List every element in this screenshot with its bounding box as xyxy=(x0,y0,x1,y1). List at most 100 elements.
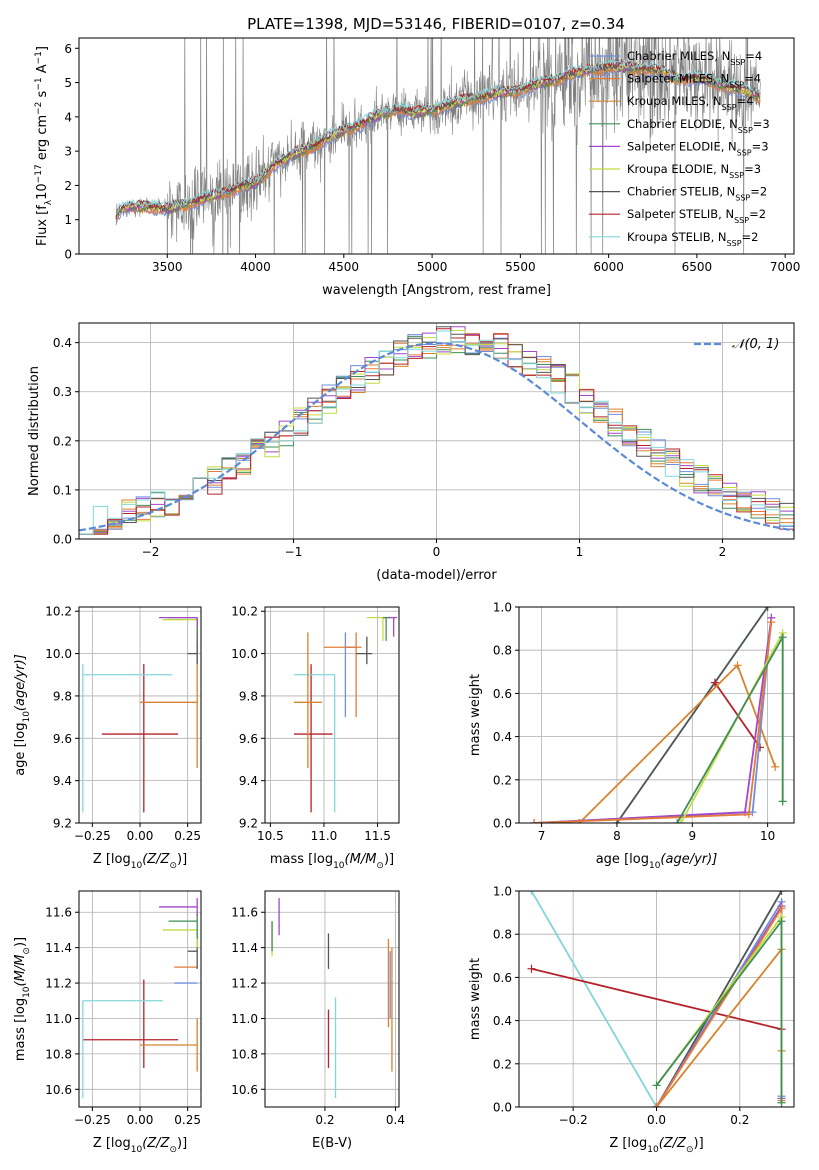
label-part: Flux [f xyxy=(35,205,50,246)
y-tick-label: 0.8 xyxy=(493,644,512,658)
x-tick-label: 0.4 xyxy=(386,1113,405,1127)
legend-entry: Salpeter MILES, NSSP=4 xyxy=(627,72,761,90)
mass-weight-vs-Z-panel: −0.2 0.0 0.2 0.0 0.2 0.4 0.6 0.8 1.0 Z [log10(Z/Z… xyxy=(468,885,795,1155)
y-tick-label: 6 xyxy=(64,42,72,56)
y-tick-label: 0.6 xyxy=(493,971,512,985)
label-part: −1 xyxy=(34,51,44,64)
x-tick-label: 6500 xyxy=(682,260,713,274)
errorbar-salpeter-elodie xyxy=(388,616,397,637)
y-tick-label: 11.6 xyxy=(45,906,72,920)
y-tick-label: 9.4 xyxy=(239,774,258,788)
x-tick-label: −0.2 xyxy=(559,1113,588,1127)
label-part: age [log xyxy=(596,852,649,867)
label-part: 10 xyxy=(35,183,50,200)
x-axis-label: wavelength [Angstrom, rest frame] xyxy=(322,283,551,298)
x-tick-label: 0.00 xyxy=(127,829,154,843)
label-part: 10 xyxy=(131,861,143,871)
label-part: )] xyxy=(177,852,187,867)
y-tick-label: 0.0 xyxy=(53,533,72,547)
y-axis-label: mass [log10(M/M⊙)] xyxy=(13,937,32,1061)
label-part: λ xyxy=(44,199,54,205)
x-tick-label: 3500 xyxy=(152,260,183,274)
age-vs-Z-plot-area xyxy=(82,616,198,813)
label-part: (age/yr)] xyxy=(13,654,28,711)
y-tick-label: 0.6 xyxy=(493,687,512,701)
errorbar-kroupa-miles xyxy=(140,1018,198,1072)
x-tick-label: 0.2 xyxy=(730,1113,749,1127)
y-tick-label: 9.8 xyxy=(239,689,258,703)
axes-frame xyxy=(518,890,795,1108)
mass-vs-EBV-plot-area xyxy=(271,898,393,1099)
x-tick-label: 0 xyxy=(433,545,441,559)
label-part: 10 xyxy=(649,861,661,871)
errorbar-kroupa-stelib xyxy=(293,674,336,813)
residual-histogram-plot-area xyxy=(79,326,794,535)
label-part: (Z/Z xyxy=(142,1136,170,1151)
errorbar-salpeter-elodie xyxy=(159,898,198,916)
errorbar-salpeter-stelib xyxy=(293,664,333,813)
y-tick-label: 11.2 xyxy=(45,977,72,991)
x-tick-label: 10 xyxy=(760,829,775,843)
y-tick-label: 3 xyxy=(64,145,72,159)
legend-entry: Salpeter ELODIE, NSSP=3 xyxy=(627,139,769,157)
x-tick-label: 0.25 xyxy=(174,829,201,843)
y-tick-label: 11.6 xyxy=(231,906,258,920)
model-line-kroupa-stelib xyxy=(115,58,761,215)
y-tick-label: 10.2 xyxy=(231,605,258,619)
y-tick-label: 10.8 xyxy=(231,1047,258,1061)
label-part: ⊙ xyxy=(686,1145,694,1155)
x-tick-label: 10.5 xyxy=(257,829,284,843)
y-axis-label: Flux [fλ10−17 erg cm−2 s−1 A−1] xyxy=(34,46,54,246)
residual-histogram-panel: −2 −1 0 1 2 0.0 0.1 0.2 0.3 0.4 (data-model)/error… xyxy=(27,322,795,583)
x-tick-label: 0.0 xyxy=(647,1113,666,1127)
x-tick-label: −0.25 xyxy=(74,1113,111,1127)
axes-frame xyxy=(78,606,202,824)
y-tick-label: 4 xyxy=(64,110,72,124)
label-part: mass [log xyxy=(13,998,28,1061)
axes-frame xyxy=(518,606,795,824)
x-tick-label: 2 xyxy=(719,545,727,559)
y-tick-label: 9.4 xyxy=(53,774,72,788)
label-part: Z [log xyxy=(609,1136,647,1151)
x-tick-label: 8 xyxy=(613,829,621,843)
errorbar-kroupa-miles xyxy=(293,632,322,768)
model-line-salpeter-miles xyxy=(115,64,761,223)
y-tick-label: 0.2 xyxy=(493,773,512,787)
y-tick-label: 11.4 xyxy=(45,941,72,955)
label-part: (Z/Z xyxy=(659,1136,687,1151)
y-tick-label: 0.2 xyxy=(53,434,72,448)
y-axis-label: age [log10(age/yr)] xyxy=(13,654,32,776)
x-axis-label: Z [log10(Z/Z⊙)] xyxy=(609,1136,703,1155)
errorbar-salpeter-stelib xyxy=(101,664,179,813)
y-tick-label: 11.4 xyxy=(231,941,258,955)
mass-vs-Z-panel: −0.25 0.00 0.25 10.6 10.8 11.0 11.2 11.4 11.6 Z [… xyxy=(13,890,202,1155)
observed-spectrum-line xyxy=(115,38,761,254)
label-part: s xyxy=(35,90,50,101)
y-tick-label: 11.2 xyxy=(231,977,258,991)
x-tick-label: 0.25 xyxy=(174,1113,201,1127)
y-tick-label: 0.8 xyxy=(493,928,512,942)
age-vs-Z-panel: −0.25 0.00 0.259.29.49.69.810.010.2Z [log1… xyxy=(13,605,202,871)
axes-frame xyxy=(264,890,400,1108)
weight-series-salpeter-miles xyxy=(530,618,776,823)
y-tick-label: 5 xyxy=(64,76,72,90)
label-part: −17 xyxy=(34,164,44,183)
x-tick-label: 0.00 xyxy=(127,1113,154,1127)
label-part: erg cm xyxy=(35,115,50,164)
y-tick-label: 10.0 xyxy=(231,647,258,661)
x-tick-label: 5500 xyxy=(505,260,536,274)
errorbar-salpeter-miles xyxy=(323,632,362,718)
label-part: )] xyxy=(177,1136,187,1151)
axes-frame xyxy=(78,890,202,1108)
y-tick-label: 11.0 xyxy=(231,1012,258,1026)
weight-series-chabrier-elodie xyxy=(652,917,786,1107)
x-tick-label: −1 xyxy=(285,545,303,559)
errorbar-kroupa-stelib xyxy=(82,1000,163,1099)
histogram-salpeter-stelib xyxy=(79,328,794,535)
errorbar-chabrier-stelib xyxy=(356,636,373,665)
legend-entry: Chabrier STELIB, NSSP=2 xyxy=(627,185,767,203)
x-tick-label: 4000 xyxy=(240,260,271,274)
y-axis-label: mass weight xyxy=(468,958,483,1040)
mass-weight-vs-age-plot-area xyxy=(530,607,787,823)
